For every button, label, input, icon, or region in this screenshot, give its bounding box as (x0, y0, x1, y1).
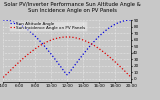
Sun Incidence Angle on PV Panels (66, 36, 68, 38)
Sun Incidence Angle on PV Panels (27, 54, 29, 55)
Legend: Sun Altitude Angle, Sun Incidence Angle on PV Panels: Sun Altitude Angle, Sun Incidence Angle … (9, 21, 87, 31)
Sun Altitude Angle (27, 29, 29, 30)
Sun Altitude Angle (2, 19, 4, 21)
Sun Altitude Angle (121, 21, 123, 22)
Line: Sun Incidence Angle on PV Panels: Sun Incidence Angle on PV Panels (3, 37, 131, 77)
Sun Altitude Angle (69, 70, 71, 72)
Sun Incidence Angle on PV Panels (32, 50, 34, 51)
Sun Altitude Angle (130, 19, 132, 21)
Sun Incidence Angle on PV Panels (121, 68, 123, 69)
Sun Altitude Angle (80, 57, 82, 58)
Sun Incidence Angle on PV Panels (69, 36, 71, 38)
Text: Solar PV/Inverter Performance Sun Altitude Angle & Sun Incidence Angle on PV Pan: Solar PV/Inverter Performance Sun Altitu… (4, 2, 140, 13)
Sun Altitude Angle (66, 74, 68, 75)
Sun Incidence Angle on PV Panels (125, 72, 127, 73)
Sun Incidence Angle on PV Panels (80, 39, 82, 40)
Sun Incidence Angle on PV Panels (2, 77, 4, 78)
Sun Altitude Angle (125, 20, 127, 21)
Sun Incidence Angle on PV Panels (130, 77, 132, 78)
Line: Sun Altitude Angle: Sun Altitude Angle (3, 20, 131, 75)
Sun Altitude Angle (32, 34, 34, 35)
